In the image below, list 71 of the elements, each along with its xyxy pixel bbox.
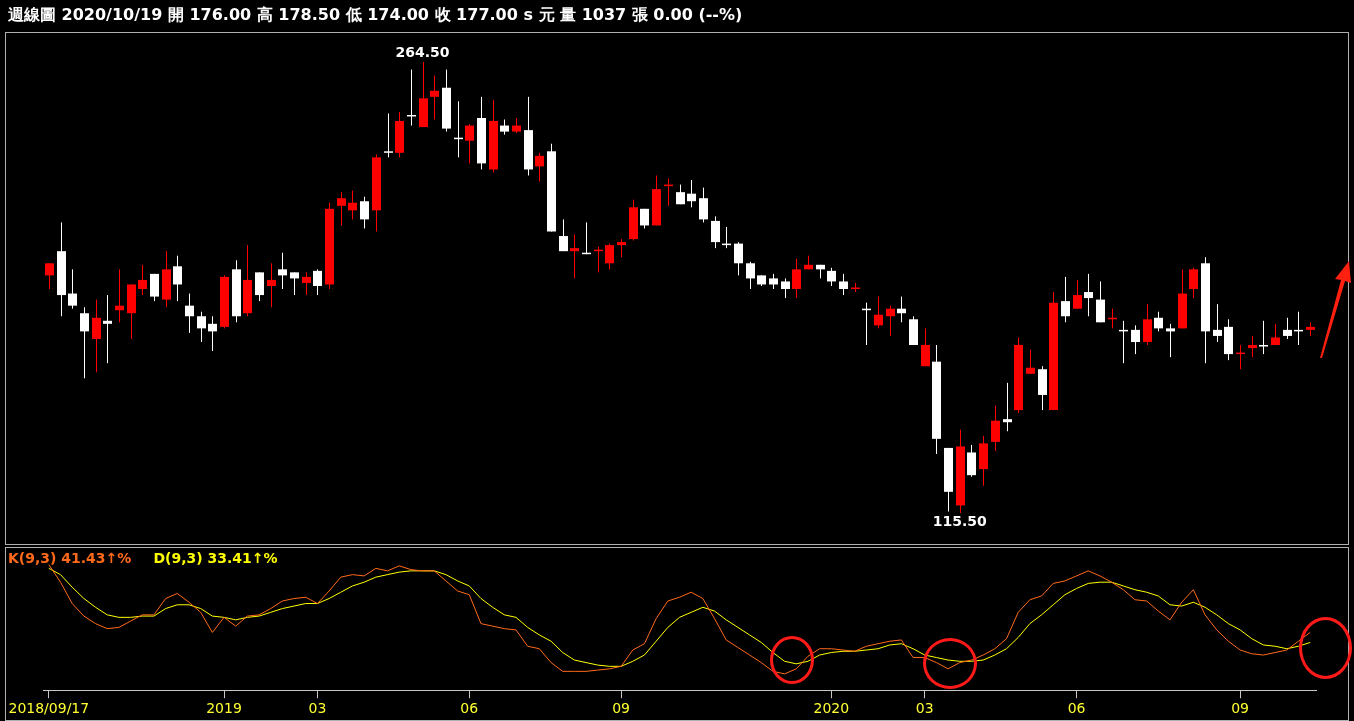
candlestick [687,179,696,208]
candlestick [103,294,112,364]
candlestick [1283,317,1292,340]
candlestick [617,238,626,258]
annotation: 264.50 [395,43,450,60]
candlestick [1154,311,1163,332]
candlestick [1003,382,1012,432]
x-tick-label: 2019 [206,700,242,717]
candlestick [559,218,568,252]
candlestick [278,252,287,290]
candlestick [570,234,579,279]
series-label: K(9,3) 41.43↑% [8,550,132,566]
candlestick [921,327,930,367]
candlestick [1189,267,1198,299]
candlestick [1213,303,1222,343]
candlestick [991,405,1000,452]
candlestick [1073,279,1082,310]
candlestick [1248,335,1257,358]
candlestick [1166,323,1175,358]
candlestick [313,268,322,296]
candlestick [80,306,89,379]
x-tick-label: 09 [1231,700,1249,717]
candlestick [302,271,311,296]
candlestick [605,243,614,270]
x-tick-label: 09 [612,700,631,717]
candlestick [267,262,276,308]
candlestick [68,268,77,310]
candlestick [290,271,299,296]
candlestick [874,296,883,329]
candlestick [150,273,159,302]
x-tick-label: 03 [915,700,934,717]
candlestick [1061,276,1070,323]
candlestick [1131,324,1140,355]
candlestick [792,258,801,299]
x-tick-label: 06 [1067,700,1086,717]
candlestick [535,152,544,183]
candlestick [1026,349,1035,375]
chart-title: 週線圖 2020/10/19 開 176.00 高 178.50 低 174.00 收 177.00 s 元 量 1037 張 0.00 (--%) [8,5,743,26]
candlestick [384,112,393,158]
candlestick [337,191,346,226]
candlestick [185,293,194,334]
candlestick [92,299,101,373]
candlestick [781,277,790,299]
candlestick [1259,320,1268,355]
candlestick [746,261,755,290]
candlestick [348,190,357,220]
x-tick-label: 03 [308,700,327,717]
candlestick [827,267,836,287]
x-tick-label: 2020 [813,700,850,717]
candlestick [138,264,147,296]
candlestick [886,305,895,337]
candlestick [173,255,182,302]
candlestick [1096,280,1105,323]
candlestick [45,262,54,290]
candlestick [734,241,743,276]
candlestick [255,271,264,302]
candlestick [839,273,848,296]
candlestick [208,315,217,352]
candlestick [197,311,206,343]
candlestick [699,187,708,223]
candlestick [1084,273,1093,317]
candlestick [1143,303,1152,346]
candlestick [967,444,976,478]
x-tick-label: 2018/09/17 [8,700,90,717]
candlestick [711,215,720,249]
candlestick [430,75,439,121]
annotation: 115.50 [932,512,988,529]
candlestick [465,123,474,164]
text: D(9,3) 33.41↑% [153,550,278,566]
candlestick [360,196,369,229]
x-tick-label: 06 [460,700,479,717]
